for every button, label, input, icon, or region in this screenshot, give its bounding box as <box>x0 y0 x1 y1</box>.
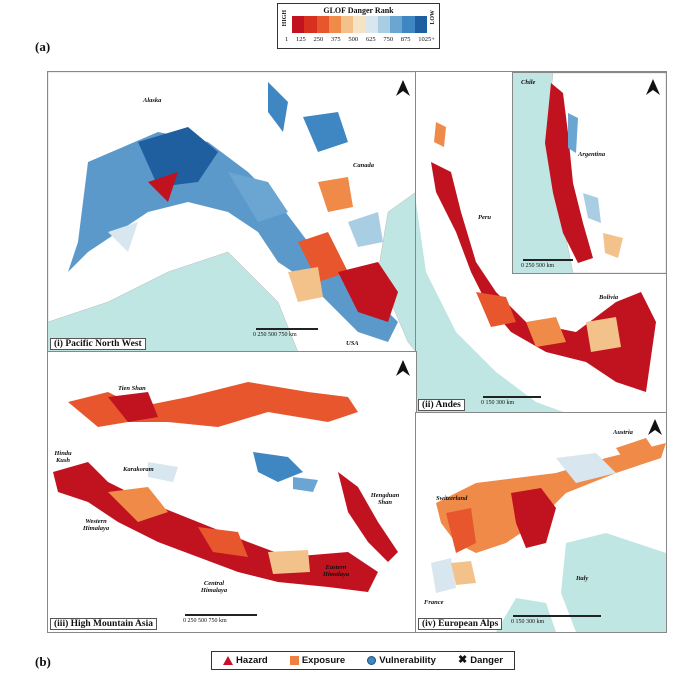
north-arrow-icon <box>396 360 410 376</box>
scale-text: 0 250 500 km <box>521 263 555 269</box>
panel-title-andes: (ii) Andes <box>418 399 465 411</box>
label-alaska: Alaska <box>143 97 162 104</box>
legend-title: GLOF Danger Rank <box>323 6 394 15</box>
pnw-map <box>48 72 416 352</box>
legend-vulnerability-label: Vulnerability <box>379 655 436 666</box>
andes-inset: Chile Argentina 0 250 500 km <box>512 72 666 274</box>
circle-icon <box>367 656 377 665</box>
label-tien-shan: Tien Shan <box>118 385 146 392</box>
scale-text: 0 150 300 km <box>511 619 545 625</box>
legend-color-step-8 <box>390 16 403 33</box>
scale-text: 0 150 300 km <box>481 400 515 406</box>
panel-title-alps: (iv) European Alps <box>418 618 503 630</box>
north-arrow-icon <box>396 80 410 96</box>
north-arrow-icon <box>646 79 660 95</box>
legend-tick-5: 625 <box>365 36 376 43</box>
alps-map <box>431 438 666 632</box>
legend-low-label: LOW <box>430 10 436 25</box>
label-central-himalaya: Central Himalaya <box>200 580 228 594</box>
legend-tick-7: 875 <box>400 36 411 43</box>
legend-color-step-10 <box>414 16 427 33</box>
label-western-himalaya: Western Himalaya <box>82 518 110 532</box>
label-peru: Peru <box>478 214 491 221</box>
legend-color-step-6 <box>365 16 378 33</box>
north-arrow-icon <box>648 419 662 435</box>
legend-tick-6: 750 <box>383 36 394 43</box>
label-canada: Canada <box>353 162 374 169</box>
danger-rank-legend: GLOF Danger Rank HIGH LOW 1 125 250 375 500 6… <box>277 3 440 49</box>
legend-item-hazard: Hazard <box>223 655 268 666</box>
label-switzerland: Switzerland <box>436 495 468 502</box>
legend-high-label: HIGH <box>282 10 288 27</box>
map-panel-high-mountain-asia: Tien Shan Hindu Kush Karakoram Western H… <box>47 351 417 633</box>
legend-tick-8: 1025+ <box>418 36 435 43</box>
label-chile: Chile <box>521 79 536 86</box>
legend-color-step-4 <box>341 16 354 33</box>
panel-title-pnw: (i) Pacific North West <box>50 338 146 350</box>
figure-label-b: (b) <box>35 654 51 669</box>
legend-item-exposure: Exposure <box>289 655 346 666</box>
triangle-icon <box>223 656 234 665</box>
component-legend: Hazard Exposure Vulnerability ✖ Danger <box>211 651 515 670</box>
label-austria: Austria <box>613 429 633 436</box>
legend-tick-0: 1 <box>285 36 289 43</box>
cross-icon: ✖ <box>457 654 468 666</box>
scale-text: 0 250 500 750 km <box>253 332 297 338</box>
legend-ticks: 1 125 250 375 500 625 750 875 1025+ <box>285 36 435 43</box>
square-icon <box>289 656 299 665</box>
andes-map <box>416 122 656 413</box>
legend-tick-4: 500 <box>348 36 359 43</box>
figure-label-a: (a) <box>35 39 51 54</box>
legend-danger-label: Danger <box>470 655 503 666</box>
label-hengduan-shan: Hengduan Shan <box>370 492 400 506</box>
legend-color-step-0 <box>292 16 305 33</box>
label-bolivia: Bolivia <box>599 294 619 301</box>
legend-color-step-1 <box>304 16 317 33</box>
map-panel-andes: Chile Argentina 0 250 500 km Peru Bolivi… <box>415 71 667 414</box>
label-eastern-himalaya: Eastern Himalaya <box>322 564 350 578</box>
label-karakoram: Karakoram <box>123 466 154 473</box>
panel-title-hma: (iii) High Mountain Asia <box>50 618 157 630</box>
legend-color-step-7 <box>377 16 391 33</box>
hma-map <box>53 382 398 592</box>
label-usa: USA <box>346 340 359 347</box>
label-argentina: Argentina <box>578 151 606 158</box>
map-panel-pacific-north-west: Alaska Canada USA 0 250 500 750 km (i) P… <box>47 71 417 353</box>
legend-tick-2: 250 <box>313 36 324 43</box>
legend-tick-1: 125 <box>295 36 306 43</box>
legend-color-ramp <box>292 16 427 33</box>
legend-exposure-label: Exposure <box>301 655 346 666</box>
legend-hazard-label: Hazard <box>236 655 268 666</box>
label-italy: Italy <box>576 575 589 582</box>
map-panel-european-alps: Austria Switzerland Italy France 0 150 3… <box>415 412 667 633</box>
andes-inset-map <box>545 73 666 273</box>
legend-color-step-3 <box>328 16 342 33</box>
scale-text: 0 250 500 750 km <box>183 618 227 624</box>
legend-color-step-5 <box>353 16 366 33</box>
legend-tick-3: 375 <box>330 36 341 43</box>
legend-color-step-9 <box>402 16 415 33</box>
label-france: France <box>424 599 444 606</box>
legend-item-vulnerability: Vulnerability <box>367 655 436 666</box>
legend-item-danger: ✖ Danger <box>457 654 503 667</box>
legend-color-step-2 <box>316 16 329 33</box>
label-hindu-kush: Hindu Kush <box>54 450 72 464</box>
